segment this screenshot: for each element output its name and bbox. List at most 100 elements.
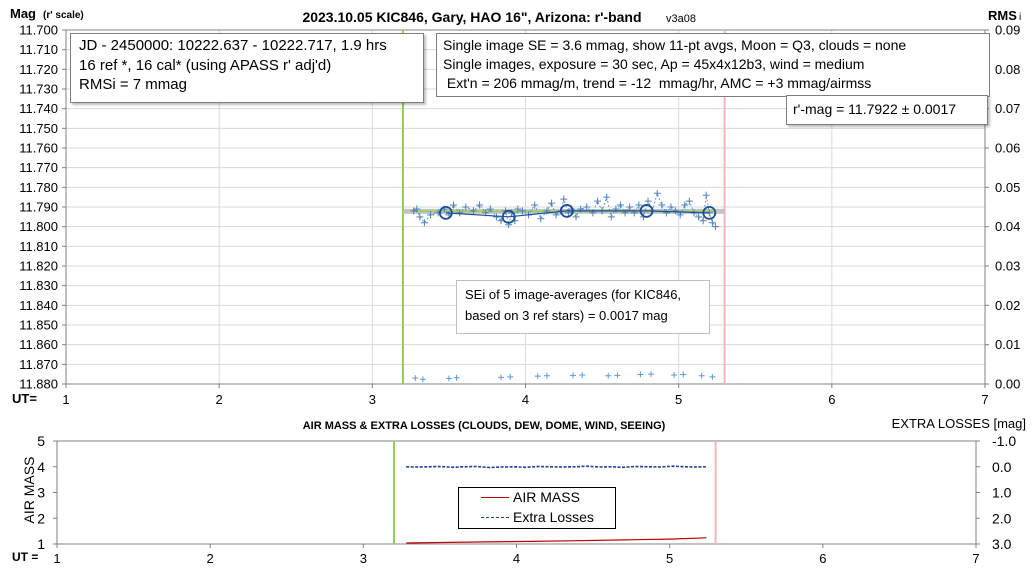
top-xtick-label: 1 <box>62 392 69 407</box>
bottom-ytick-label: 4 <box>37 459 45 475</box>
top-ytick-label: 11.850 <box>19 318 58 333</box>
top-ytick-label: 11.760 <box>19 141 58 156</box>
top-y2tick-label: 0.06 <box>995 141 1020 156</box>
bottom-chart-title: AIR MASS & EXTRA LOSSES (CLOUDS, DEW, DO… <box>303 420 666 432</box>
bottom-xtick-label: 1 <box>53 551 60 566</box>
rmsi-point <box>497 374 504 381</box>
bottom-ytick-label: 1 <box>37 536 45 552</box>
average-point <box>639 204 654 218</box>
bottom-ytick-label: 2 <box>37 510 45 526</box>
top-ytick-label: 11.870 <box>19 357 58 372</box>
top-ytick-label: 11.710 <box>19 42 58 57</box>
single-image-point <box>681 201 689 209</box>
top-y2tick-label: 0.03 <box>995 259 1020 274</box>
bottom-ytick-label: 3 <box>37 485 45 501</box>
single-image-point <box>583 203 591 211</box>
bottom-chart-series <box>392 441 717 544</box>
single-image-point <box>653 189 661 197</box>
single-image-point <box>658 201 666 209</box>
bottom-xtick-label: 4 <box>513 551 520 566</box>
x-axis-label: UT= <box>12 391 37 406</box>
info-right-line-3: Ext'n = 206 mmag/m, trend = -12 mmag/hr,… <box>443 75 872 91</box>
bottom-y2tick-label: 0.0 <box>992 459 1012 475</box>
single-image-point <box>420 219 428 227</box>
top-ytick-label: 11.780 <box>19 180 58 195</box>
legend-item-air-mass: AIR MASS <box>459 488 615 508</box>
bottom-xtick-label: 3 <box>360 551 367 566</box>
bottom-xtick-label: 5 <box>666 551 673 566</box>
single-image-point <box>572 213 580 221</box>
top-ytick-label: 11.750 <box>19 121 58 136</box>
info-right-line-2: Single images, exposure = 30 sec, Ap = 4… <box>443 56 865 72</box>
top-xtick-label: 2 <box>216 392 223 407</box>
rmsi-point <box>605 372 612 379</box>
rmsi-point <box>543 372 550 379</box>
top-ytick-label: 11.860 <box>19 337 58 352</box>
observing-conditions-box: Single image SE = 3.6 mmag, show 11-pt a… <box>436 33 990 97</box>
average-point <box>501 209 516 224</box>
sei-annotation-box: SEi of 5 image-averages (for KIC846, bas… <box>456 280 710 334</box>
rmsi-point <box>453 374 460 381</box>
rmag-result-text: r'-mag = 11.7922 ± 0.0017 <box>793 101 957 117</box>
average-point <box>559 204 574 218</box>
top-ytick-label: 11.810 <box>19 239 58 254</box>
top-y2tick-label: 0.05 <box>995 180 1020 195</box>
info-left-line-2: 16 ref *, 16 cal* (using APASS r' adj'd) <box>79 56 332 74</box>
rmsi-point <box>534 373 541 380</box>
rmsi-point <box>680 371 687 378</box>
single-image-point <box>662 209 670 217</box>
top-y2tick-label: 0.09 <box>995 23 1020 38</box>
rmsi-point <box>419 376 426 383</box>
single-image-point <box>667 203 675 211</box>
bottom-y2tick-label: 1.0 <box>992 485 1012 501</box>
single-image-point <box>708 219 716 227</box>
observation-info-box: JD - 2450000: 10222.637 - 10222.717, 1.9… <box>70 33 424 103</box>
single-image-point <box>695 213 703 221</box>
top-y2tick-label: 0.04 <box>995 219 1020 234</box>
top-ytick-label: 11.830 <box>19 278 58 293</box>
single-image-point <box>416 213 424 221</box>
top-ytick-label: 11.880 <box>19 377 58 392</box>
bottom-chart-legend: AIR MASS Extra Losses <box>458 487 616 529</box>
top-y2tick-label: 0.00 <box>995 377 1020 392</box>
legend-item-extra-losses: Extra Losses <box>459 508 615 528</box>
single-image-point <box>626 203 634 211</box>
bottom-y-axis-label: AIR MASS <box>21 457 37 524</box>
single-image-point <box>635 201 643 209</box>
top-ytick-label: 11.730 <box>19 82 58 97</box>
top-ytick-label: 11.700 <box>19 23 58 38</box>
top-xtick-label: 3 <box>369 392 376 407</box>
top-y2tick-label: 0.02 <box>995 298 1020 313</box>
top-chart-ticks: 11.700 11.710 11.720 11.730 11.740 11.750 11.7… <box>19 23 1020 408</box>
single-image-point <box>711 223 719 231</box>
bottom-chart-ticks: 1 2 3 4 5 -1.0 0.0 1.0 2.0 3.0 1 2 3 4 5 6 7 <box>37 433 1016 566</box>
bottom-y2tick-label: 2.0 <box>992 510 1012 526</box>
single-image-point <box>593 197 601 205</box>
rmsi-point <box>569 372 576 379</box>
single-image-point <box>413 205 421 213</box>
y2-axis-label-sub: i <box>1019 12 1021 23</box>
top-chart-version: v3a08 <box>666 13 696 25</box>
rmsi-point <box>579 371 586 378</box>
bottom-ytick-label: 5 <box>37 433 45 449</box>
extra-losses-line <box>406 465 707 469</box>
single-image-point <box>476 201 484 209</box>
rmag-result-box: r'-mag = 11.7922 ± 0.0017 <box>786 95 988 125</box>
bottom-xtick-label: 7 <box>972 551 979 566</box>
single-image-point <box>531 201 539 209</box>
rmsi-point <box>507 373 514 380</box>
top-ytick-label: 11.720 <box>19 62 58 77</box>
single-image-point <box>427 211 435 219</box>
top-ytick-label: 11.820 <box>19 259 58 274</box>
rmsi-point <box>648 371 655 378</box>
sei-line-1: SEi of 5 image-averages (for KIC846, <box>465 287 682 302</box>
single-image-point <box>548 199 556 207</box>
single-image-point <box>644 197 652 205</box>
bottom-y2tick-label: 3.0 <box>992 536 1012 552</box>
single-image-point <box>514 205 522 213</box>
top-xtick-label: 6 <box>828 392 835 407</box>
average-connector <box>445 210 710 218</box>
top-y2tick-label: 0.01 <box>995 337 1020 352</box>
bottom-y2-axis-label: EXTRA LOSSES [mag] <box>892 416 1026 431</box>
rmsi-point <box>637 371 644 378</box>
